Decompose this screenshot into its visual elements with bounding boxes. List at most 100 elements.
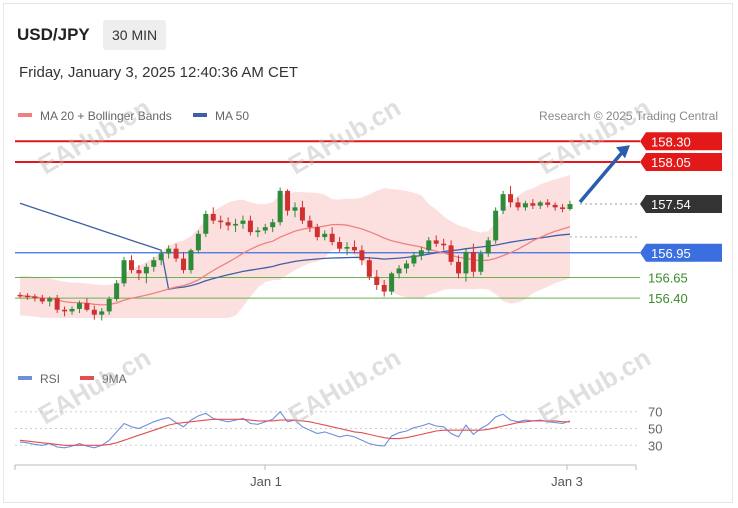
candle-body	[322, 233, 328, 238]
candle-body	[426, 240, 432, 251]
candle-body	[485, 240, 491, 254]
candle-body	[255, 230, 261, 233]
candle-body	[329, 233, 335, 243]
candle-body	[478, 253, 484, 272]
candle-body	[344, 246, 350, 249]
candle-body	[299, 207, 305, 221]
candle-body	[247, 220, 253, 233]
watermark-text: EAHub.cn	[33, 342, 156, 430]
rsi-tick-70: 70	[648, 405, 662, 420]
candle-body	[508, 194, 514, 203]
candle-body	[47, 298, 53, 302]
legend-ma50-label: MA 50	[215, 109, 249, 123]
watermark-text: EAHub.cn	[33, 92, 156, 180]
legend-rsi-ma-swatch	[80, 376, 94, 380]
candle-body	[470, 251, 476, 272]
credit-text: Research © 2025 Trading Central	[539, 109, 718, 123]
candle-body	[359, 250, 365, 261]
candle-body	[374, 276, 380, 285]
candle-body	[277, 190, 283, 223]
watermark-text: EAHub.cn	[283, 342, 406, 430]
candle-body	[99, 311, 105, 315]
candle-body	[396, 268, 402, 274]
candle-body	[39, 298, 45, 302]
candle-body	[552, 204, 558, 208]
candle-body	[173, 248, 179, 259]
candle-body	[195, 233, 201, 251]
price-label-156-65: 156.65	[648, 271, 688, 286]
candle-body	[456, 261, 462, 274]
candle-body	[537, 202, 543, 206]
candle-body	[500, 194, 506, 211]
ma50-line	[19, 202, 571, 291]
rsi-tick-50: 50	[648, 422, 662, 437]
price-label-157-54-box	[640, 195, 722, 214]
forecast-arrow	[578, 149, 626, 204]
candle-body	[136, 270, 142, 274]
candle-body	[233, 223, 239, 226]
candle-body	[389, 273, 395, 292]
candle-body	[17, 294, 23, 297]
candle-body	[314, 227, 320, 238]
candle-body	[69, 308, 75, 312]
candle-body	[515, 202, 521, 208]
candle-body	[493, 210, 499, 241]
price-label-158-30-box	[640, 132, 722, 151]
symbol-title: USD/JPY	[17, 25, 90, 44]
candle-body	[143, 266, 149, 274]
candle-body	[292, 207, 298, 211]
candle-body	[262, 227, 268, 231]
candle-body	[441, 243, 447, 246]
candle-body	[418, 250, 424, 256]
legend-rsi-swatch	[18, 376, 32, 380]
candle-body	[351, 246, 357, 251]
candle-body	[381, 284, 387, 292]
bollinger-band	[20, 175, 570, 318]
legend-ma20-swatch	[18, 113, 32, 117]
x-tick-label-jan1: Jan 1	[250, 474, 282, 489]
candle-body	[337, 242, 343, 249]
candle-body	[76, 303, 82, 309]
candle-body	[203, 213, 209, 234]
candle-body	[54, 298, 60, 310]
candle-body	[218, 220, 224, 223]
candle-body	[285, 190, 291, 211]
candle-body	[84, 303, 90, 310]
forecast-arrow-head	[616, 145, 630, 159]
candle-body	[411, 255, 417, 264]
candle-body	[545, 202, 551, 205]
candle-body	[366, 260, 372, 277]
candle-body	[91, 309, 97, 315]
timeframe-badge[interactable]: 30 MIN	[103, 20, 167, 50]
candle-body	[448, 245, 454, 262]
candle-body	[32, 296, 38, 299]
price-label-156-95-box	[640, 243, 722, 262]
candle-body	[270, 222, 276, 228]
candle-body	[181, 258, 187, 271]
chart-datetime: Friday, January 3, 2025 12:40:36 AM CET	[19, 64, 299, 81]
price-label-156-95: 156.95	[651, 246, 691, 261]
legend-ma50-swatch	[193, 113, 207, 117]
candle-body	[128, 260, 134, 271]
candle-body	[403, 263, 409, 269]
candle-body	[567, 204, 573, 210]
candle-body	[240, 220, 246, 224]
price-label-158-05: 158.05	[651, 155, 691, 170]
watermark-text: EAHub.cn	[533, 92, 656, 180]
candle-body	[106, 299, 112, 312]
rsi-tick-30: 30	[648, 438, 662, 453]
price-label-158-05-box	[640, 152, 722, 171]
candle-body	[433, 240, 439, 244]
candle-body	[463, 251, 469, 274]
legend-rsi-ma-label: 9MA	[102, 372, 127, 386]
candle-body	[158, 253, 164, 261]
candle-body	[151, 260, 157, 267]
legend-rsi-label: RSI	[40, 372, 60, 386]
candle-body	[225, 222, 231, 226]
candle-body	[560, 207, 566, 210]
chart-header: USD/JPY 30 MIN	[4, 4, 732, 60]
x-tick-label-jan3: Jan 3	[551, 474, 583, 489]
candle-body	[62, 309, 68, 312]
price-label-158-30: 158.30	[651, 134, 691, 149]
